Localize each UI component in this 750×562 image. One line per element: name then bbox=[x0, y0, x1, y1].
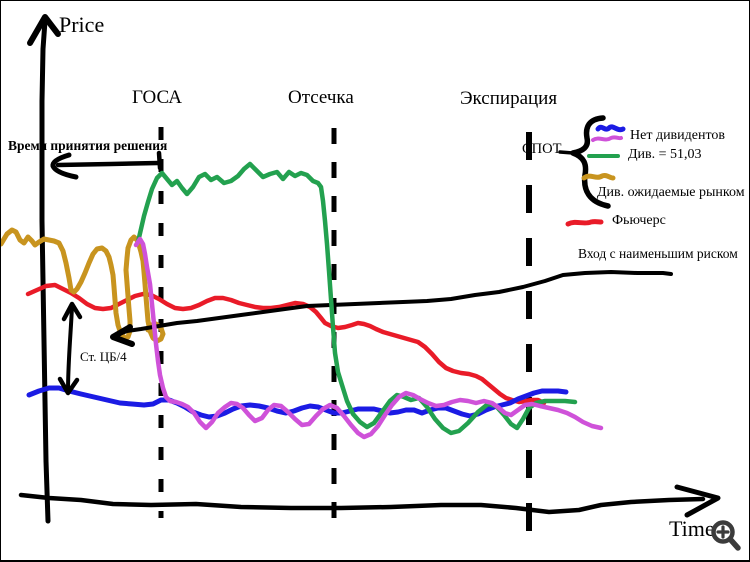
legend-swatch-no-dividends-blue bbox=[595, 124, 626, 133]
x-axis-arrowhead-icon bbox=[674, 484, 721, 518]
event-label-otsechka: Отсечка bbox=[288, 87, 354, 108]
x-axis-label: Time bbox=[669, 516, 715, 541]
legend-swatch-futures bbox=[565, 219, 604, 227]
event-label-expiration: Экспирация bbox=[460, 88, 558, 109]
axes bbox=[18, 14, 721, 524]
spot-label: СПОТ bbox=[522, 141, 562, 157]
decision-time-arrow-shaft bbox=[55, 160, 161, 168]
zoom-in-magnifier-icon bbox=[711, 520, 741, 551]
legend-label-futures: Фьючерс bbox=[612, 213, 666, 228]
series-red bbox=[25, 282, 547, 406]
series-magenta bbox=[133, 236, 604, 440]
stcb-arrowhead-up-icon bbox=[61, 301, 83, 322]
y-axis bbox=[39, 18, 51, 524]
series-gold bbox=[1, 227, 166, 344]
decision-time-arrow-end-tick bbox=[156, 150, 163, 171]
y-axis-arrowhead-icon bbox=[27, 14, 61, 46]
legend-swatch-no-dividends-magenta bbox=[591, 135, 623, 142]
y-axis-label: Price bbox=[59, 12, 105, 37]
entry-line-arrowhead-icon bbox=[110, 324, 135, 347]
series-blue bbox=[26, 385, 569, 420]
x-axis bbox=[18, 492, 706, 515]
series-layer bbox=[1, 161, 673, 440]
event-lines-layer bbox=[158, 127, 532, 542]
stcb-rate-label: Ст. ЦБ/4 bbox=[80, 349, 127, 364]
series-black bbox=[112, 270, 673, 338]
entry-risk-label: Вход с наименьшим риском bbox=[578, 246, 738, 261]
decision-time-label: Время принятия решения bbox=[8, 138, 168, 153]
spot-brace-icon bbox=[570, 115, 611, 209]
legend-label-dividend-value: Див. = 51,03 bbox=[628, 147, 702, 162]
legend-label-no-dividends: Нет дивидентов bbox=[630, 128, 726, 143]
stcb-arrow-shaft bbox=[66, 304, 74, 394]
legend-swatch-expected-dividends bbox=[581, 172, 616, 181]
stcb-arrowhead-down-icon bbox=[57, 376, 80, 396]
event-label-goca: ГОСА bbox=[132, 87, 182, 108]
annotation-arrows bbox=[50, 150, 163, 396]
series-green bbox=[135, 161, 578, 436]
legend-graphics bbox=[558, 115, 626, 227]
legend-label-expected-dividends: Див. ожидаемые рынком bbox=[597, 185, 745, 200]
decision-time-arrowhead-icon bbox=[50, 152, 79, 180]
